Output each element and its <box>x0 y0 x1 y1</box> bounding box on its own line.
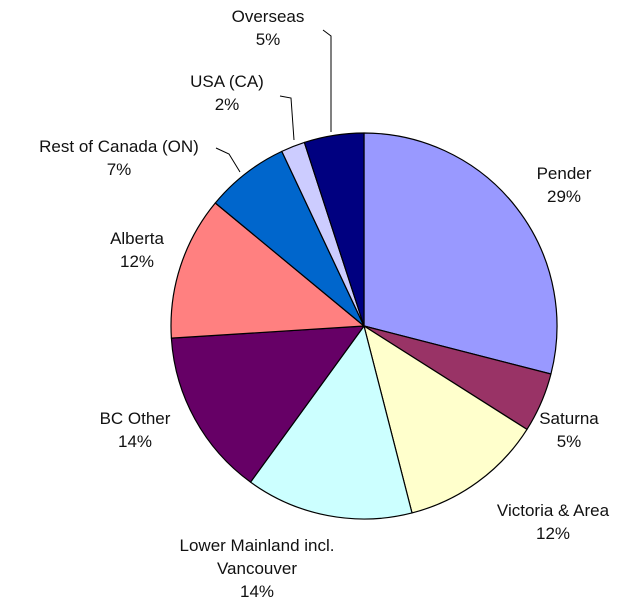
slice-label-lower-mainland-incl-vancouver: Lower Mainland incl. Vancouver 14% <box>180 536 335 601</box>
slice-label-saturna: Saturna 5% <box>539 409 599 451</box>
slice-percent: 12% <box>120 252 154 271</box>
slice-name: Rest of Canada (ON) <box>39 137 199 156</box>
slice-name: Alberta <box>110 229 164 248</box>
slice-percent: 5% <box>256 30 281 49</box>
slice-name: Saturna <box>539 409 599 428</box>
leader-line-rest-of-canada-on <box>215 147 241 173</box>
slice-label-overseas: Overseas 5% <box>232 7 305 49</box>
pie-slice-bc-other <box>170 325 365 483</box>
slice-name: Vancouver <box>217 559 297 578</box>
slice-name: BC Other <box>100 409 171 428</box>
pie-slice-lower-mainland-incl-vancouver <box>249 325 413 520</box>
slice-percent: 2% <box>215 95 240 114</box>
leader-line-overseas <box>322 29 332 132</box>
slice-label-victoria-area: Victoria & Area 12% <box>497 501 610 543</box>
slice-label-alberta: Alberta 12% <box>110 229 164 271</box>
slice-name: Lower Mainland incl. <box>180 536 335 555</box>
slice-name: Victoria & Area <box>497 501 610 520</box>
pie-slices <box>170 132 558 520</box>
pie-slice-overseas <box>303 132 365 327</box>
slice-percent: 14% <box>118 432 152 451</box>
slice-label-rest-of-canada-on: Rest of Canada (ON) 7% <box>39 137 199 179</box>
pie-slice-pender <box>363 132 558 375</box>
slice-label-usa-ca: USA (CA) 2% <box>190 72 264 114</box>
pie-slice-alberta <box>170 202 365 339</box>
leader-line-usa-ca <box>279 95 295 141</box>
slice-name: Overseas <box>232 7 305 26</box>
slice-percent: 14% <box>240 582 274 601</box>
pie-slice-victoria-area <box>363 325 528 514</box>
slice-percent: 5% <box>557 432 582 451</box>
slice-name: Pender <box>537 164 592 183</box>
slice-labels: Pender 29% Saturna 5% Victoria & Area 12% Lowe… <box>39 7 609 601</box>
slice-percent: 12% <box>536 524 570 543</box>
slice-name: USA (CA) <box>190 72 264 91</box>
leader-lines <box>215 29 332 173</box>
slice-percent: 29% <box>547 187 581 206</box>
slice-label-bc-other: BC Other 14% <box>100 409 171 451</box>
slice-percent: 7% <box>107 160 132 179</box>
slice-label-pender: Pender 29% <box>537 164 592 206</box>
